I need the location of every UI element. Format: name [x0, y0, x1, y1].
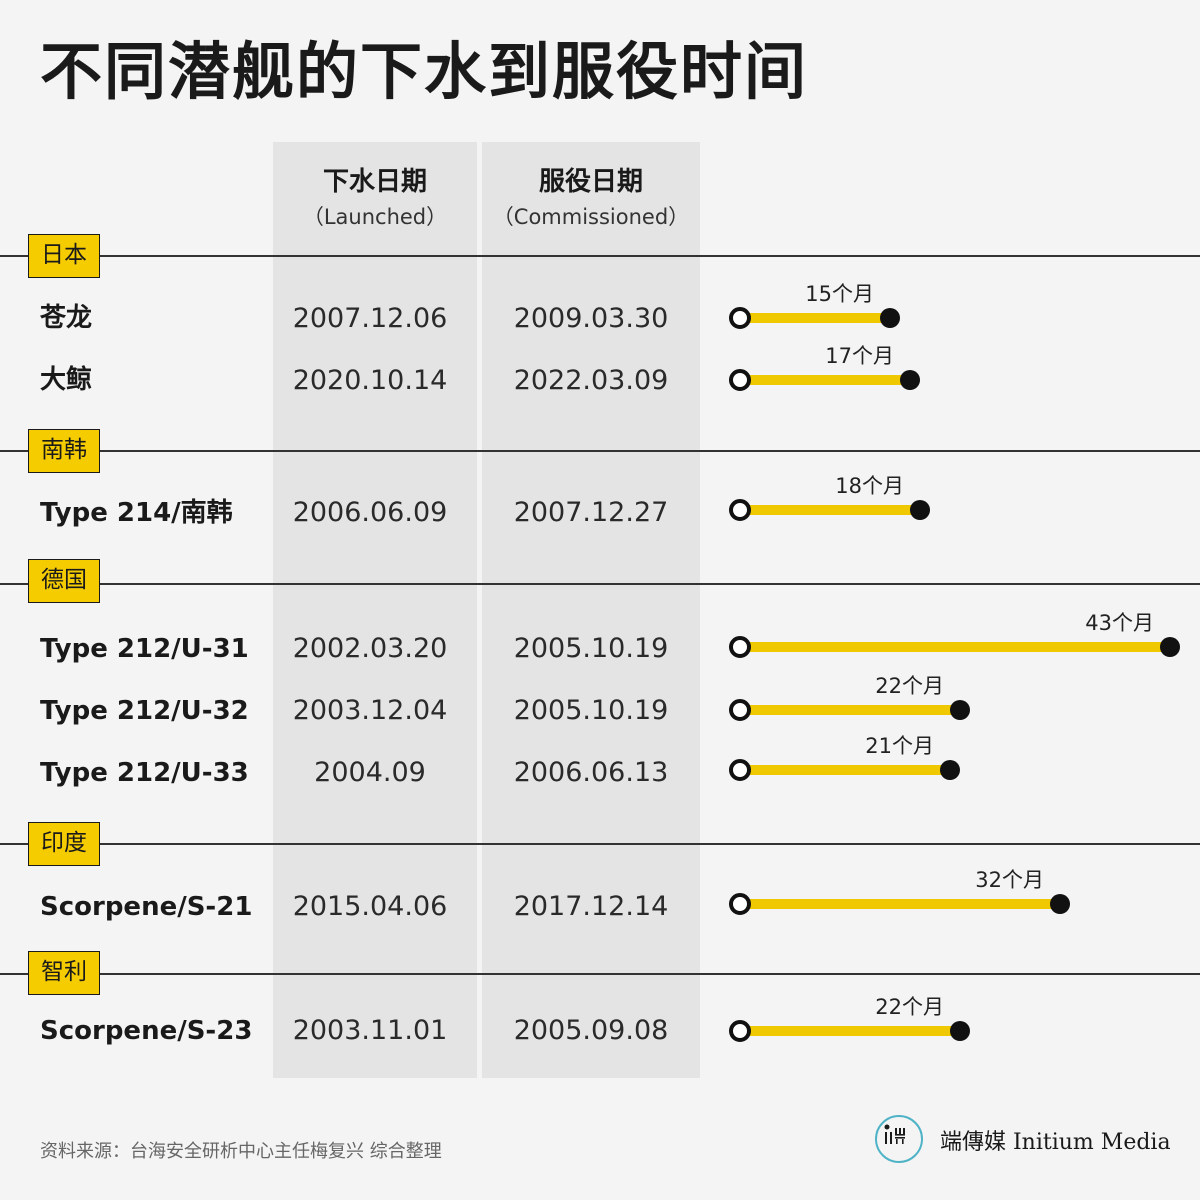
- duration-label: 22个月: [875, 674, 944, 698]
- launched-column-background: [273, 142, 477, 1078]
- commissioned-date: 2005.10.19: [513, 695, 669, 726]
- commissioned-date: 2007.12.27: [513, 497, 669, 528]
- launch-marker: [729, 759, 751, 781]
- submarine-name: 苍龙: [40, 303, 93, 333]
- commissioned-date: 2017.12.14: [513, 891, 669, 922]
- launched-date: 2006.06.09: [292, 497, 448, 528]
- launched-date: 2003.12.04: [292, 695, 448, 726]
- duration-label: 17个月: [825, 344, 894, 368]
- group-divider: [0, 255, 1200, 257]
- commission-marker: [1160, 637, 1180, 657]
- commissioned-column-background: [482, 142, 700, 1078]
- commission-marker: [950, 1021, 970, 1041]
- commissioned-date: 2009.03.30: [513, 303, 669, 334]
- submarine-name: Type 212/U-31: [40, 634, 249, 664]
- submarine-name: Scorpene/S-21: [40, 892, 253, 922]
- country-tag: 印度: [28, 822, 100, 866]
- commissioned-header-zh: 服役日期: [538, 167, 643, 197]
- commissioned-date: 2022.03.09: [513, 365, 669, 396]
- launch-marker: [729, 1020, 751, 1042]
- submarine-name: 大鲸: [40, 365, 93, 395]
- country-tag: 南韩: [28, 429, 100, 473]
- group-divider: [0, 583, 1200, 585]
- page-title: 不同潜舰的下水到服役时间: [40, 35, 809, 108]
- commissioned-date: 2005.09.08: [513, 1015, 669, 1046]
- launched-header-en: （Launched）: [302, 205, 448, 229]
- submarine-name: Type 212/U-32: [40, 696, 249, 726]
- duration-label: 43个月: [1085, 611, 1154, 635]
- country-tag: 日本: [28, 234, 100, 278]
- duration-label: 21个月: [865, 734, 934, 758]
- launch-marker: [729, 699, 751, 721]
- group-divider: [0, 973, 1200, 975]
- submarine-name: Type 212/U-33: [40, 758, 249, 788]
- submarine-name: Type 214/南韩: [40, 498, 233, 528]
- duration-label: 18个月: [835, 474, 904, 498]
- launched-date: 2002.03.20: [292, 633, 448, 664]
- launched-date: 2004.09: [314, 757, 426, 788]
- launched-date: 2015.04.06: [292, 891, 448, 922]
- commission-marker: [950, 700, 970, 720]
- launched-date: 2020.10.14: [292, 365, 448, 396]
- launch-marker: [729, 307, 751, 329]
- country-tag: 智利: [28, 951, 100, 995]
- launched-column-header: 下水日期 （Launched）: [273, 162, 477, 232]
- launch-marker: [729, 636, 751, 658]
- commissioned-date: 2006.06.13: [513, 757, 669, 788]
- logo-text: 端傳媒 Initium Media: [940, 1130, 1171, 1155]
- initium-logo-icon: [875, 1115, 923, 1163]
- commission-marker: [1050, 894, 1070, 914]
- source-note: 资料来源：台海安全研析中心主任梅复兴 综合整理: [40, 1141, 442, 1162]
- launch-marker: [729, 499, 751, 521]
- submarine-name: Scorpene/S-23: [40, 1016, 253, 1046]
- group-divider: [0, 450, 1200, 452]
- commissioned-header-en: （Commissioned）: [492, 205, 690, 229]
- country-tag: 德国: [28, 559, 100, 603]
- launched-date: 2003.11.01: [292, 1015, 448, 1046]
- launch-marker: [729, 369, 751, 391]
- commission-marker: [880, 308, 900, 328]
- launch-marker: [729, 893, 751, 915]
- duration-label: 32个月: [975, 868, 1044, 892]
- duration-label: 15个月: [805, 282, 874, 306]
- commission-marker: [940, 760, 960, 780]
- commission-marker: [900, 370, 920, 390]
- commissioned-column-header: 服役日期 （Commissioned）: [482, 162, 700, 232]
- launched-date: 2007.12.06: [292, 303, 448, 334]
- commissioned-date: 2005.10.19: [513, 633, 669, 664]
- duration-label: 22个月: [875, 995, 944, 1019]
- group-divider: [0, 843, 1200, 845]
- launched-header-zh: 下水日期: [322, 167, 427, 197]
- commission-marker: [910, 500, 930, 520]
